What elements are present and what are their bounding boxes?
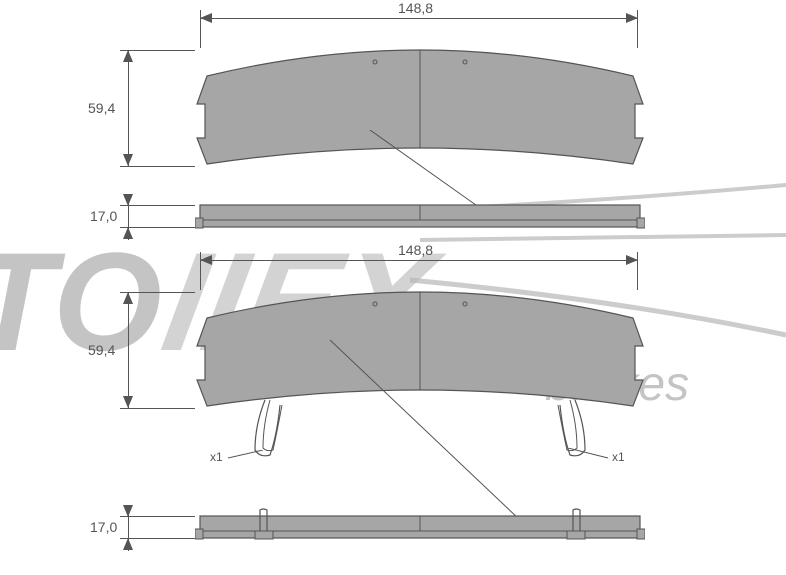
clip-qty-left: x1 (210, 450, 223, 464)
svg-text:TO: TO (0, 223, 162, 380)
dim-top-height-label: 59,4 (88, 100, 115, 116)
brake-pad-top-side (195, 200, 645, 232)
leader-line-bottom (300, 330, 560, 530)
dim-top-thickness-label: 17,0 (90, 208, 117, 224)
dim-top-width-label: 148,8 (398, 0, 433, 16)
clip-qty-right: x1 (612, 450, 625, 464)
dim-bottom-thickness-label: 17,0 (90, 519, 117, 535)
leader-clip-right (568, 448, 613, 468)
brake-pad-bottom-side (195, 508, 645, 548)
leader-clip-left (228, 450, 278, 470)
dim-bottom-width-label: 148,8 (398, 242, 433, 258)
dim-bottom-height-label: 59,4 (88, 342, 115, 358)
